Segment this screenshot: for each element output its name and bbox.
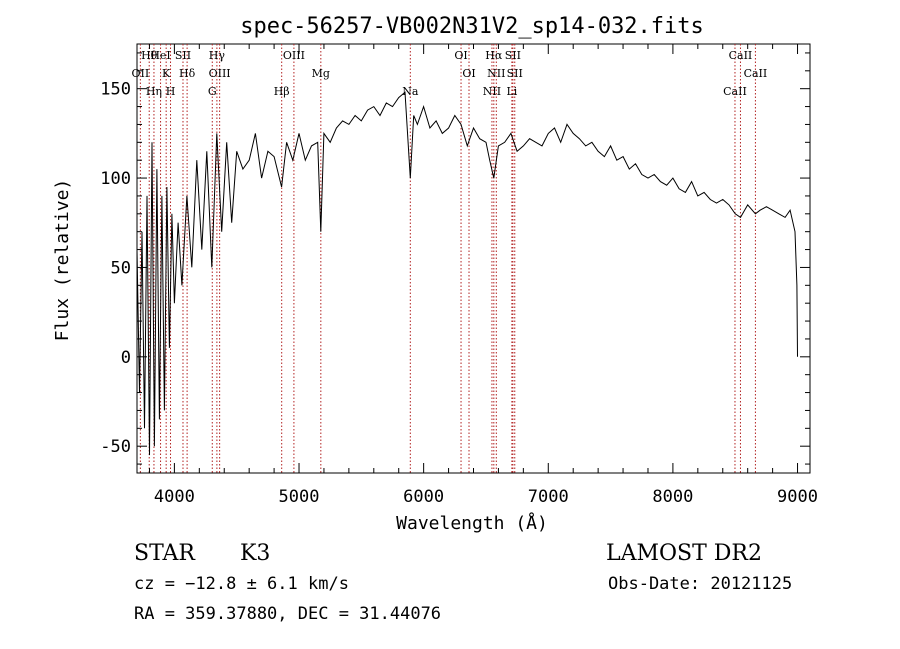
spectral-line-label: G xyxy=(208,85,217,98)
y-axis-label: Flux (relative) xyxy=(52,179,73,342)
x-tick-label: 8000 xyxy=(652,487,693,507)
spectral-line-label: SII xyxy=(175,49,191,62)
spectral-line-label: OI xyxy=(462,67,475,80)
spectral-line-label: CaII xyxy=(723,85,747,98)
chart-title: spec-56257-VB002N31V2_sp14-032.fits xyxy=(240,14,704,39)
spectral-line-label: OIII xyxy=(209,67,231,80)
x-tick-label: 6000 xyxy=(403,487,444,507)
spectral-line-label: SII xyxy=(505,49,521,62)
y-tick-label: 150 xyxy=(100,80,131,100)
y-axis-ticks: -50 0 50 100 150 xyxy=(100,52,810,465)
plot-frame xyxy=(136,43,811,474)
spectral-line-label: SII xyxy=(507,67,523,80)
object-subclass: K3 xyxy=(240,541,270,566)
x-tick-label: 9000 xyxy=(777,487,818,507)
spectral-line-label: CaII xyxy=(744,67,768,80)
spectral-line-label: NII xyxy=(483,85,501,98)
spectral-line-label: CaII xyxy=(729,49,753,62)
coordinates: RA = 359.37880, DEC = 31.44076 xyxy=(134,604,441,624)
spectral-line-markers xyxy=(139,44,756,473)
x-axis-label: Wavelength (Å) xyxy=(396,512,548,534)
x-tick-label: 7000 xyxy=(528,487,569,507)
spectral-line-label: Hγ xyxy=(209,49,226,62)
spectral-line-label: OIII xyxy=(283,49,305,62)
spectral-line-label: H xyxy=(166,85,176,98)
redshift-cz: cz = −12.8 ± 6.1 km/s xyxy=(134,574,349,594)
object-type: STAR xyxy=(134,541,196,566)
spectral-line-label: Na xyxy=(402,85,419,98)
spectral-line-labels: Hθ OII Hη HeI KH SII Hδ G Hγ OIII Hβ OIII Mg Na OI OI NI… xyxy=(132,49,768,98)
x-axis-ticks: 4000 5000 6000 7000 8000 9000 xyxy=(148,44,818,507)
spectral-line-label: HeI xyxy=(150,49,170,62)
y-tick-label: 50 xyxy=(111,258,131,278)
spectral-line-label: K xyxy=(162,67,171,80)
spectral-line-label: Li xyxy=(506,85,517,98)
spectral-line-label: Hδ xyxy=(179,67,196,80)
survey-name: LAMOST DR2 xyxy=(606,541,762,566)
spectral-line-label: NII xyxy=(487,67,505,80)
x-tick-label: 5000 xyxy=(279,487,320,507)
spectral-line-label: OI xyxy=(454,49,467,62)
spectral-line-label: Mg xyxy=(312,67,330,80)
x-tick-label: 4000 xyxy=(154,487,195,507)
y-tick-label: 100 xyxy=(100,169,131,189)
spectral-line-label: Hα xyxy=(485,49,503,62)
observation-date: Obs-Date: 20121125 xyxy=(608,574,792,594)
y-tick-label: 0 xyxy=(121,348,131,368)
spectrum-line xyxy=(136,91,798,456)
spectral-line-label: Hβ xyxy=(274,85,290,98)
y-tick-label: -50 xyxy=(100,437,131,457)
spectral-line-label: Hη xyxy=(146,85,162,98)
spectral-line-label: Hθ xyxy=(141,49,158,62)
spectral-line-label: OII xyxy=(132,67,150,80)
